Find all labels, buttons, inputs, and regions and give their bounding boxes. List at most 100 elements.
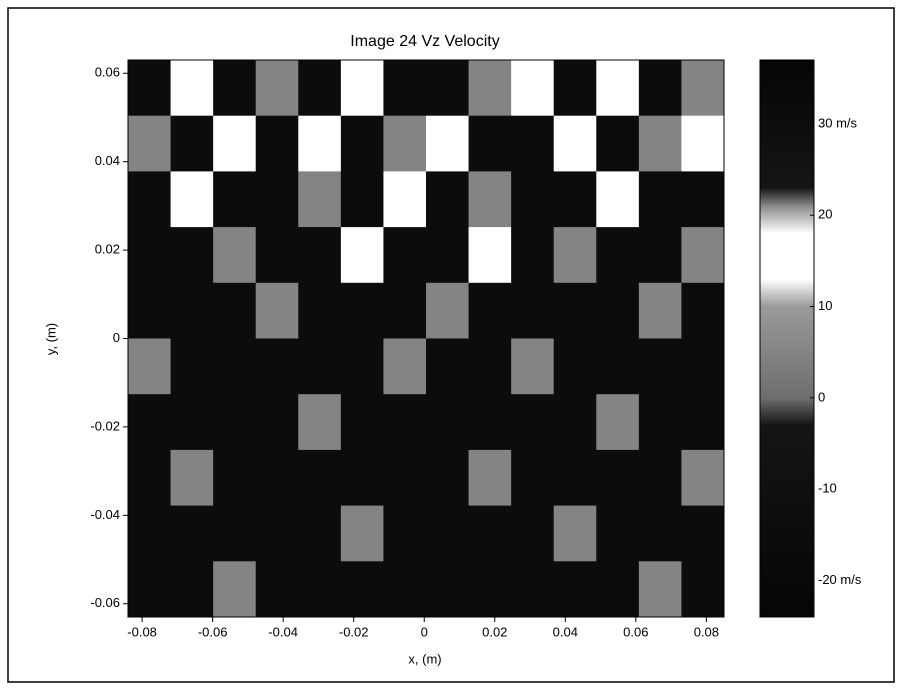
colorbar-tick-label: 30 m/s: [818, 115, 858, 130]
heatmap-cell: [426, 60, 470, 117]
heatmap-cell: [511, 394, 555, 451]
heatmap-cell: [511, 171, 555, 228]
heatmap-cell: [681, 338, 725, 395]
heatmap-cell: [170, 449, 214, 507]
heatmap-cell: [468, 171, 512, 228]
heatmap-cell: [511, 282, 555, 339]
heatmap-cell: [128, 115, 172, 172]
heatmap-cell: [383, 505, 427, 562]
heatmap-cell: [255, 60, 299, 117]
chart-title: Image 24 Vz Velocity: [350, 33, 499, 50]
heatmap-cell: [128, 227, 172, 284]
heatmap-cell: [638, 227, 682, 284]
heatmap-cell: [255, 227, 299, 284]
x-tick-label: 0.06: [623, 624, 648, 639]
heatmap-cell: [170, 115, 214, 172]
heatmap-cell: [681, 449, 725, 507]
heatmap-cell: [340, 338, 384, 395]
heatmap-cell: [213, 60, 257, 117]
x-axis-label: x, (m): [408, 651, 441, 666]
heatmap-cell: [128, 171, 172, 228]
heatmap-cell: [596, 561, 640, 618]
x-tick-label: 0: [421, 624, 428, 639]
heatmap-cell: [468, 282, 512, 339]
heatmap-cell: [511, 561, 555, 618]
x-tick-label: -0.02: [339, 624, 369, 639]
y-axis-label: y, (m): [43, 323, 58, 355]
heatmap-cell: [468, 115, 512, 172]
heatmap-cell: [170, 282, 214, 339]
y-tick-label: 0.04: [95, 153, 120, 168]
heatmap-cell: [426, 115, 470, 172]
heatmap-cell: [511, 227, 555, 284]
heatmap-cell: [511, 60, 555, 117]
colorbar: [759, 59, 815, 618]
heatmap-cell: [340, 505, 384, 562]
heatmap-cell: [255, 449, 299, 507]
y-tick-label: 0: [113, 330, 120, 345]
heatmap-cell: [340, 115, 384, 172]
heatmap-cell: [213, 115, 257, 172]
x-tick-label: -0.08: [127, 624, 157, 639]
heatmap-cell: [213, 394, 257, 451]
heatmap-cell: [383, 338, 427, 395]
heatmap-cell: [298, 282, 342, 339]
heatmap-cell: [511, 449, 555, 507]
heatmap-cell: [681, 171, 725, 228]
heatmap-cell: [681, 505, 725, 562]
heatmap-cell: [128, 60, 172, 117]
heatmap-cell: [340, 60, 384, 117]
heatmap-cell: [468, 394, 512, 451]
heatmap-cell: [511, 338, 555, 395]
heatmap-cell: [340, 227, 384, 284]
heatmap-cell: [213, 505, 257, 562]
heatmap-cell: [596, 449, 640, 507]
heatmap-cell: [638, 338, 682, 395]
x-tick-label: 0.02: [482, 624, 507, 639]
heatmap-cell: [681, 282, 725, 339]
heatmap-cell: [638, 60, 682, 117]
heatmap-cell: [298, 505, 342, 562]
heatmap-cell: [170, 171, 214, 228]
heatmap-cell: [340, 394, 384, 451]
heatmap-cell: [383, 394, 427, 451]
heatmap-cell: [553, 449, 597, 507]
heatmap-cell: [596, 60, 640, 117]
colorbar-tick-label: 20: [818, 207, 832, 222]
heatmap-cell: [638, 115, 682, 172]
heatmap-cell: [553, 227, 597, 284]
heatmap-cell: [255, 171, 299, 228]
heatmap-cell: [426, 338, 470, 395]
heatmap-cell: [596, 227, 640, 284]
heatmap-cell: [596, 115, 640, 172]
heatmap-cell: [298, 338, 342, 395]
heatmap-cell: [426, 561, 470, 618]
heatmap-cell: [638, 449, 682, 507]
heatmap-cell: [426, 449, 470, 507]
heatmap-cell: [468, 561, 512, 618]
heatmap-cell: [638, 505, 682, 562]
heatmap-cell: [553, 338, 597, 395]
heatmap-cell: [128, 282, 172, 339]
heatmap-cell: [383, 561, 427, 618]
heatmap-cell: [255, 115, 299, 172]
colorbar-tick-label: -10: [818, 481, 837, 496]
heatmap-cell: [128, 505, 172, 562]
heatmap-cell: [255, 561, 299, 618]
heatmap-cell: [128, 338, 172, 395]
heatmap-cell: [255, 394, 299, 451]
heatmap-cell: [681, 60, 725, 117]
heatmap-cell: [170, 394, 214, 451]
heatmap-cell: [213, 561, 257, 618]
heatmap-cell: [553, 282, 597, 339]
x-tick-label: -0.06: [198, 624, 228, 639]
heatmap-cell: [170, 227, 214, 284]
heatmap-cell: [170, 505, 214, 562]
heatmap-cell: [681, 227, 725, 284]
heatmap-cell: [255, 505, 299, 562]
heatmap-cell: [298, 227, 342, 284]
heatmap-cell: [213, 171, 257, 228]
heatmap-cell: [128, 449, 172, 507]
